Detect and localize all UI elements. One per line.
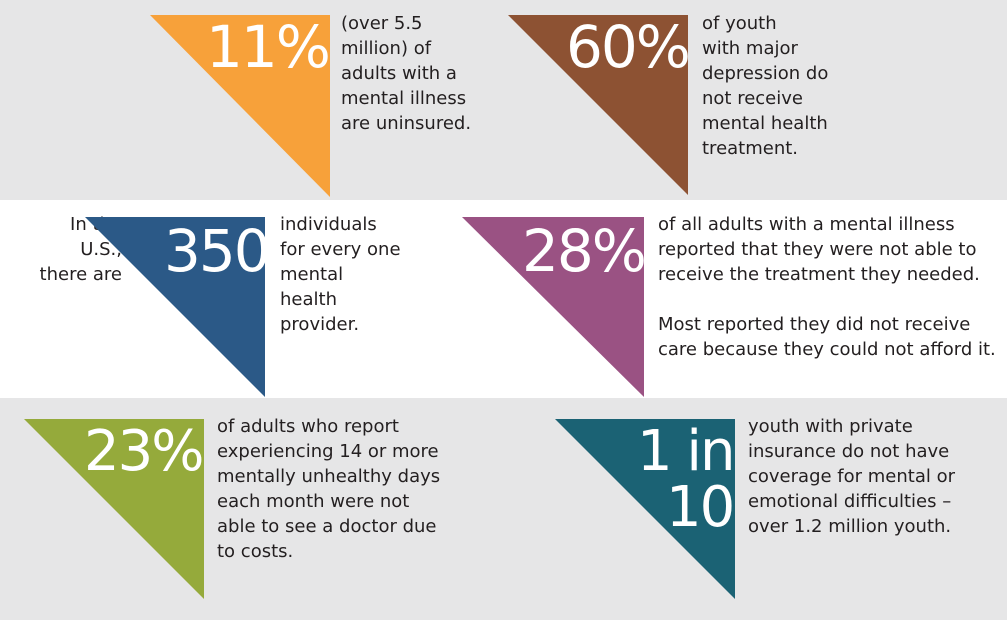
stat-providers-value: 350 bbox=[164, 217, 271, 285]
top-band bbox=[0, 0, 1007, 200]
stat-youth-depression-value: 60% bbox=[566, 13, 691, 81]
teal-triangle-shape bbox=[555, 419, 735, 599]
stat-private-insurance-value-line2: 10 bbox=[666, 475, 735, 540]
brown-triangle bbox=[508, 15, 688, 195]
stat-providers-text: individuals for every one mental health … bbox=[280, 214, 401, 335]
blue-triangle bbox=[85, 217, 265, 397]
stat-private-insurance-value-line1: 1 in bbox=[637, 419, 735, 484]
stat-unmet-need-text: of all adults with a mental illness repo… bbox=[658, 214, 980, 285]
orange-triangle bbox=[150, 15, 330, 197]
green-triangle bbox=[24, 419, 204, 599]
purple-triangle-shape bbox=[462, 217, 644, 397]
stat-unhealthy-days-value: 23% bbox=[84, 419, 204, 484]
stat-unmet-need-value: 28% bbox=[522, 217, 647, 285]
brown-triangle-shape bbox=[508, 15, 688, 195]
stat-private-insurance-text: youth with private insurance do not have… bbox=[748, 416, 955, 537]
stat-unmet-need-text-2: Most reported they did not receive care … bbox=[658, 314, 996, 360]
stat-uninsured-text: (over 5.5 million) of adults with a ment… bbox=[341, 13, 472, 134]
stat-youth-depression-text: of youth with major depression do not re… bbox=[702, 13, 829, 159]
purple-triangle bbox=[462, 217, 644, 397]
stat-unhealthy-days-text: of adults who report experiencing 14 or … bbox=[217, 416, 441, 562]
stat-uninsured-value: 11% bbox=[206, 13, 331, 81]
orange-triangle-shape bbox=[150, 15, 330, 197]
green-triangle-shape bbox=[24, 419, 204, 599]
blue-triangle-shape bbox=[85, 217, 265, 397]
teal-triangle bbox=[555, 419, 735, 599]
